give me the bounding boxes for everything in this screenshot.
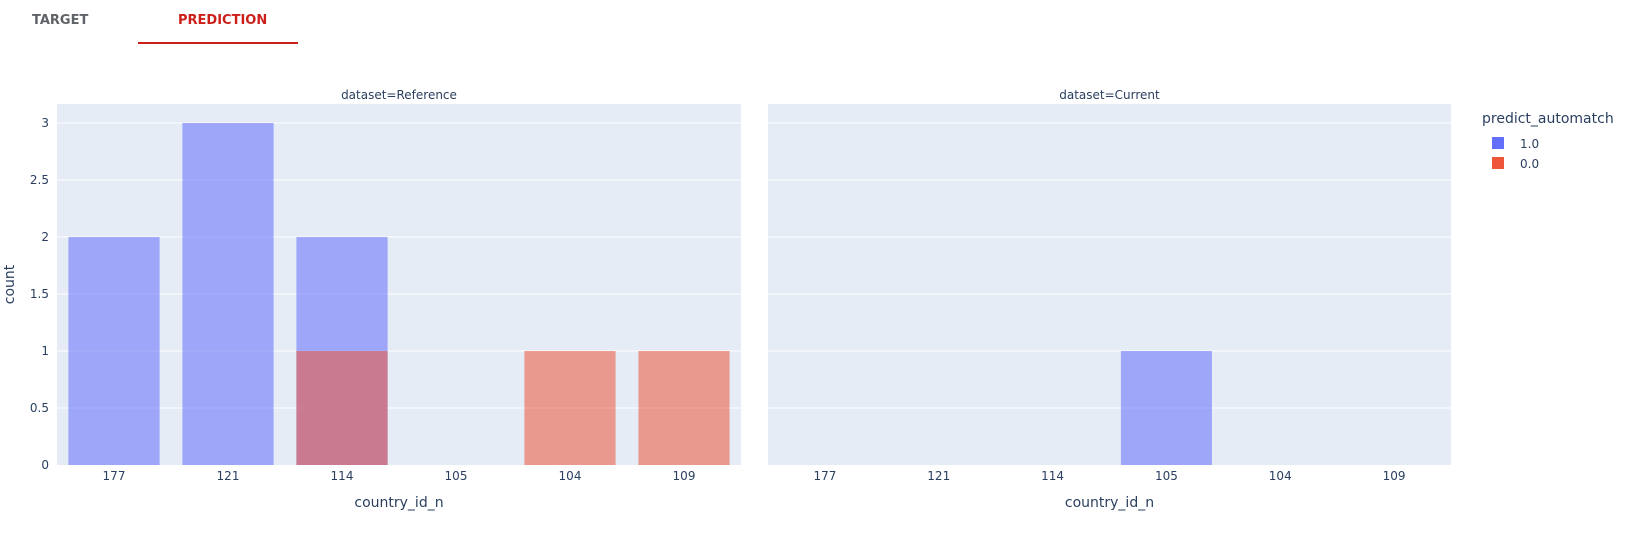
bar	[296, 351, 388, 465]
x-tick-label: 114	[1041, 469, 1064, 483]
legend-label: 0.0	[1520, 157, 1539, 171]
bar	[182, 123, 274, 465]
y-tick-label: 1.5	[30, 287, 49, 301]
x-tick-label: 104	[559, 469, 582, 483]
x-tick-label: 104	[1269, 469, 1292, 483]
y-tick-label: 0	[41, 458, 49, 472]
x-tick-label: 121	[927, 469, 950, 483]
active-tab-indicator	[138, 42, 298, 44]
bar	[524, 351, 616, 465]
bar	[68, 237, 160, 465]
x-tick-label: 114	[331, 469, 354, 483]
legend-title: predict_automatch	[1482, 111, 1614, 127]
y-tick-label: 3	[41, 116, 49, 130]
x-tick-label: 177	[103, 469, 126, 483]
y-axis-title: count	[2, 264, 18, 304]
tab-prediction[interactable]: PREDICTION	[178, 13, 268, 28]
x-tick-label: 105	[445, 469, 468, 483]
y-tick-label: 2.5	[30, 173, 49, 187]
y-tick-label: 2	[41, 230, 49, 244]
plot-area-1	[768, 104, 1451, 465]
panel-title: dataset=Reference	[341, 88, 457, 102]
tab-bar: TARGET PREDICTION	[0, 0, 340, 46]
legend-label: 1.0	[1520, 137, 1539, 151]
x-tick-label: 109	[1383, 469, 1406, 483]
x-axis-title: country_id_n	[354, 495, 443, 511]
legend-swatch	[1492, 137, 1504, 149]
legend-swatch	[1492, 157, 1504, 169]
x-tick-label: 109	[673, 469, 696, 483]
plot-area-0	[57, 104, 741, 465]
x-tick-label: 121	[217, 469, 240, 483]
y-tick-label: 1	[41, 344, 49, 358]
bar	[1120, 351, 1212, 465]
x-tick-label: 105	[1155, 469, 1178, 483]
x-axis-title: country_id_n	[1065, 495, 1154, 511]
tab-target[interactable]: TARGET	[32, 13, 89, 28]
x-tick-label: 177	[813, 469, 836, 483]
panel-title: dataset=Current	[1059, 88, 1160, 102]
bar	[638, 351, 730, 465]
y-tick-label: 0.5	[30, 401, 49, 415]
